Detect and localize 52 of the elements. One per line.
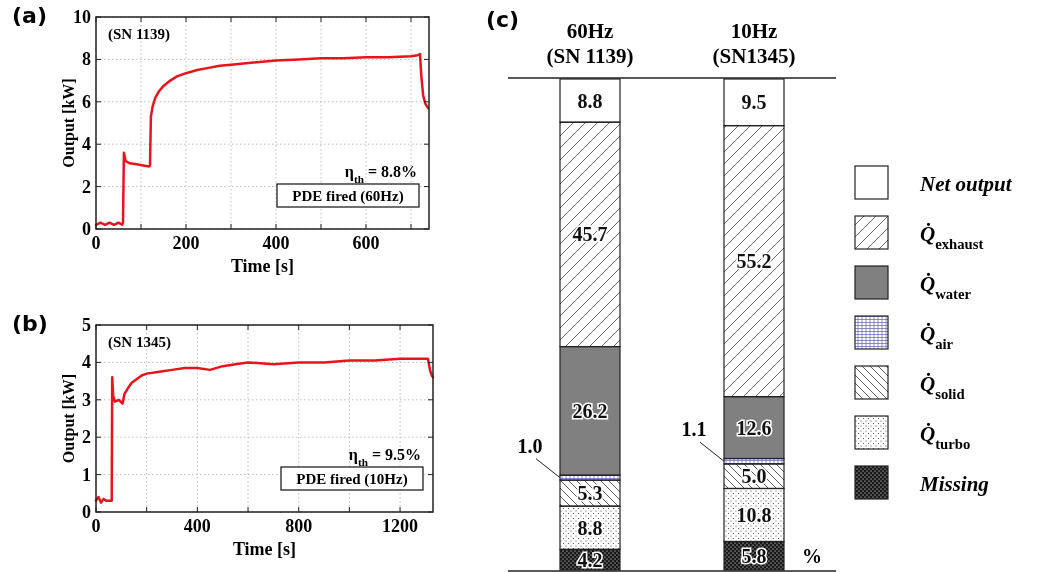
y-tick-label: 0 bbox=[82, 502, 91, 522]
x-tick-label: 200 bbox=[172, 233, 200, 253]
annotation: (SN 1139) bbox=[108, 26, 171, 43]
x-tick-label: 1200 bbox=[382, 516, 419, 536]
y-axis-title: Output [kW] bbox=[60, 373, 78, 464]
chart-title: (a) bbox=[12, 3, 47, 28]
data-label: 8.8 bbox=[577, 516, 603, 539]
y-tick-label: 2 bbox=[82, 427, 91, 448]
annotation: η$_{th}$ = 9.5% bbox=[348, 446, 421, 468]
legend-label: Missing bbox=[919, 472, 989, 496]
x-tick-label: 400 bbox=[183, 516, 211, 536]
data-label: 8.8 bbox=[577, 89, 603, 112]
legend-label: Q̇$_{exhaust}$ bbox=[920, 221, 984, 252]
data-label: 5.8 bbox=[741, 544, 767, 567]
x-tick-label: 800 bbox=[285, 516, 313, 536]
x-axis-title: Time [s] bbox=[230, 256, 295, 276]
y-tick-label: 0 bbox=[82, 219, 91, 239]
legend-label: Q̇$_{air}$ bbox=[920, 321, 954, 352]
legend-label: Q̇$_{solid}$ bbox=[920, 371, 965, 402]
x-tick-label: 60Hz (SN 1139) bbox=[546, 19, 634, 68]
y-tick-label: 1 bbox=[82, 464, 91, 485]
y-tick-label: 4 bbox=[82, 134, 91, 155]
annotation: PDE fired (10Hz) bbox=[296, 471, 408, 488]
annotation: % bbox=[802, 545, 822, 567]
line-series bbox=[94, 357, 435, 504]
y-axis-title: Output [kW] bbox=[60, 78, 78, 168]
y-tick-label: 10 bbox=[73, 7, 91, 27]
annotation: PDE fired (60Hz) bbox=[292, 188, 404, 205]
data-label: 1.0 bbox=[517, 434, 543, 457]
data-label: 1.1 bbox=[681, 418, 707, 441]
data-label: 10.8 bbox=[736, 504, 772, 527]
x-axis-title: Time [s] bbox=[232, 539, 297, 559]
legend-label: Q̇$_{water}$ bbox=[920, 271, 972, 302]
data-label: 26.2 bbox=[572, 399, 608, 422]
annotation: (SN 1345) bbox=[108, 334, 171, 351]
y-tick-label: 8 bbox=[82, 49, 91, 70]
chart-title: (c) bbox=[486, 7, 520, 32]
data-label: 9.5 bbox=[741, 91, 767, 114]
y-tick-label: 5 bbox=[82, 315, 91, 335]
y-tick-label: 2 bbox=[82, 176, 91, 197]
chart-title: (b) bbox=[12, 311, 48, 336]
y-tick-label: 6 bbox=[82, 91, 91, 112]
x-tick-label: 10Hz (SN1345) bbox=[712, 19, 796, 68]
x-tick-label: 600 bbox=[352, 233, 380, 253]
data-label: 4.2 bbox=[577, 548, 603, 571]
x-tick-label: 400 bbox=[262, 233, 290, 253]
annotation: η$_{th}$ = 8.8% bbox=[344, 163, 417, 185]
y-tick-label: 3 bbox=[82, 389, 91, 410]
y-tick-label: 4 bbox=[82, 352, 91, 373]
legend-label: Q̇$_{turbo}$ bbox=[920, 421, 971, 452]
data-label: 12.6 bbox=[736, 416, 772, 439]
legend-label: Net output bbox=[919, 172, 1013, 196]
